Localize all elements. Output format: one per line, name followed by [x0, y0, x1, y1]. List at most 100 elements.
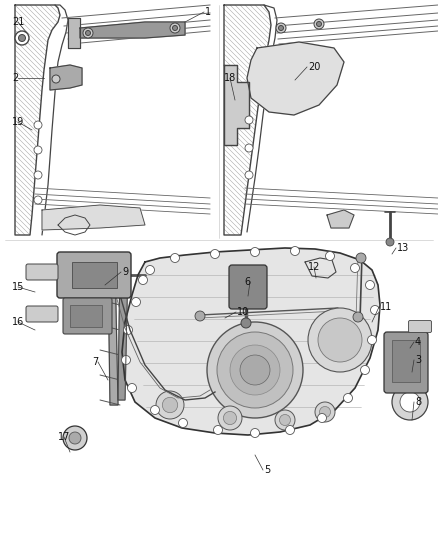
Circle shape: [170, 254, 180, 262]
Circle shape: [173, 26, 177, 30]
Circle shape: [251, 429, 259, 438]
Circle shape: [371, 305, 379, 314]
Text: 13: 13: [397, 243, 409, 253]
Circle shape: [63, 426, 87, 450]
Circle shape: [207, 322, 303, 418]
Text: 15: 15: [12, 282, 25, 292]
Circle shape: [195, 311, 205, 321]
Circle shape: [34, 121, 42, 129]
Circle shape: [69, 432, 81, 444]
Circle shape: [315, 402, 335, 422]
Polygon shape: [80, 22, 185, 38]
Circle shape: [308, 308, 372, 372]
Circle shape: [121, 356, 131, 365]
FancyBboxPatch shape: [384, 332, 428, 393]
Text: 3: 3: [415, 355, 421, 365]
Circle shape: [353, 312, 363, 322]
Circle shape: [151, 406, 159, 415]
Circle shape: [34, 146, 42, 154]
Circle shape: [325, 252, 335, 261]
Text: 2: 2: [12, 73, 18, 83]
Circle shape: [251, 247, 259, 256]
Circle shape: [170, 23, 180, 33]
Circle shape: [400, 392, 420, 412]
Circle shape: [34, 196, 42, 204]
Circle shape: [356, 253, 366, 263]
Circle shape: [367, 335, 377, 344]
Text: 11: 11: [380, 302, 392, 312]
Circle shape: [240, 355, 270, 385]
Bar: [72, 262, 117, 288]
Circle shape: [245, 171, 253, 179]
Circle shape: [211, 249, 219, 259]
FancyBboxPatch shape: [409, 320, 431, 333]
Circle shape: [360, 366, 370, 375]
Circle shape: [85, 30, 91, 36]
Circle shape: [350, 263, 360, 272]
FancyBboxPatch shape: [26, 306, 58, 322]
Text: 19: 19: [12, 117, 24, 127]
Polygon shape: [247, 42, 344, 115]
Text: 20: 20: [308, 62, 320, 72]
Circle shape: [127, 384, 137, 392]
Circle shape: [223, 411, 237, 425]
Polygon shape: [68, 18, 80, 48]
Circle shape: [276, 23, 286, 33]
Circle shape: [343, 393, 353, 402]
Circle shape: [290, 246, 300, 255]
Circle shape: [230, 345, 280, 395]
Circle shape: [317, 21, 321, 27]
Text: 4: 4: [415, 337, 421, 347]
Polygon shape: [42, 205, 145, 230]
Circle shape: [34, 171, 42, 179]
Circle shape: [318, 414, 326, 423]
Circle shape: [145, 265, 155, 274]
Text: 8: 8: [415, 397, 421, 407]
FancyBboxPatch shape: [229, 265, 267, 309]
Circle shape: [286, 425, 294, 434]
Circle shape: [52, 75, 60, 83]
Text: 9: 9: [122, 267, 128, 277]
Bar: [392, 340, 420, 382]
Text: 16: 16: [12, 317, 24, 327]
Circle shape: [131, 297, 141, 306]
Polygon shape: [50, 65, 82, 90]
Circle shape: [275, 410, 295, 430]
Text: 10: 10: [237, 307, 249, 317]
Circle shape: [365, 280, 374, 289]
Circle shape: [386, 238, 394, 246]
Circle shape: [83, 28, 93, 38]
Circle shape: [241, 318, 251, 328]
Circle shape: [213, 425, 223, 434]
Circle shape: [245, 116, 253, 124]
Circle shape: [279, 26, 283, 30]
Text: 21: 21: [12, 17, 25, 27]
Polygon shape: [224, 65, 249, 145]
Circle shape: [218, 406, 242, 430]
Circle shape: [314, 19, 324, 29]
FancyBboxPatch shape: [63, 298, 112, 334]
Circle shape: [279, 415, 290, 425]
Circle shape: [18, 35, 25, 42]
Text: 12: 12: [308, 262, 320, 272]
Polygon shape: [118, 262, 128, 400]
Text: 18: 18: [224, 73, 236, 83]
Circle shape: [403, 358, 409, 364]
FancyBboxPatch shape: [57, 252, 131, 298]
Bar: [70, 305, 102, 327]
Circle shape: [138, 276, 148, 285]
Circle shape: [392, 384, 428, 420]
Polygon shape: [108, 260, 118, 405]
Circle shape: [399, 354, 413, 368]
Circle shape: [162, 397, 178, 413]
Circle shape: [245, 144, 253, 152]
Circle shape: [319, 407, 331, 417]
Circle shape: [318, 318, 362, 362]
FancyBboxPatch shape: [26, 264, 58, 280]
Circle shape: [15, 31, 29, 45]
Polygon shape: [122, 248, 380, 435]
Circle shape: [217, 332, 293, 408]
Circle shape: [156, 391, 184, 419]
Circle shape: [179, 418, 187, 427]
Polygon shape: [327, 210, 354, 228]
